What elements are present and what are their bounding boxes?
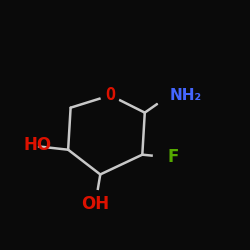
Circle shape: [154, 144, 181, 171]
Text: F: F: [167, 148, 178, 166]
Text: O: O: [105, 86, 115, 104]
Circle shape: [101, 86, 119, 105]
Text: HO: HO: [24, 136, 52, 154]
Text: NH₂: NH₂: [170, 88, 202, 103]
Text: OH: OH: [81, 195, 110, 213]
Circle shape: [82, 190, 109, 218]
Circle shape: [10, 131, 37, 158]
Circle shape: [156, 82, 183, 109]
